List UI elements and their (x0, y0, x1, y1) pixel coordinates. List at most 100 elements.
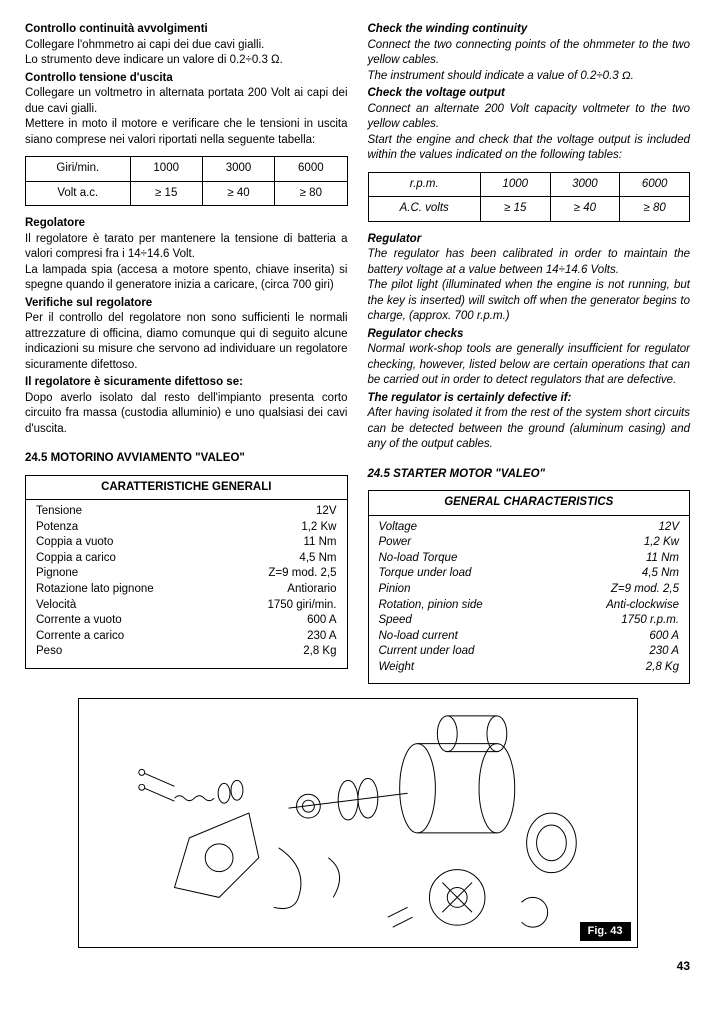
english-column: Check the winding continuity Connect the… (368, 20, 691, 684)
paragraph: The instrument should indicate a value o… (368, 69, 691, 85)
char-label: Pinion (379, 582, 411, 598)
char-label: Peso (36, 644, 62, 660)
paragraph: La lampada spia (accesa a motore spento,… (25, 263, 348, 294)
char-value: Antiorario (287, 582, 336, 598)
char-value: Anti-clockwise (606, 598, 679, 614)
table-cell: 1000 (480, 172, 550, 197)
table-cell: 3000 (550, 172, 620, 197)
characteristics-row: Potenza 1,2 Kw (36, 520, 337, 536)
paragraph: Normal work-shop tools are generally ins… (368, 342, 691, 389)
characteristics-row: Corrente a carico230 A (36, 629, 337, 645)
characteristics-row: Velocità1750 giri/min. (36, 598, 337, 614)
char-label: Corrente a vuoto (36, 613, 122, 629)
paragraph: Collegare un voltmetro in alternata port… (25, 86, 348, 117)
characteristics-row: Coppia a carico 4,5 Nm (36, 551, 337, 567)
paragraph: Start the engine and check that the volt… (368, 133, 691, 164)
exploded-diagram: Fig. 43 (78, 698, 638, 948)
page-number: 43 (25, 958, 690, 974)
characteristics-title: CARATTERISTICHE GENERALI (26, 476, 347, 501)
heading: Verifiche sul regolatore (25, 296, 348, 312)
characteristics-box: GENERAL CHARACTERISTICS Voltage 12V Power 1… (368, 490, 691, 684)
char-value: 2,8 Kg (646, 660, 679, 676)
heading: Check the voltage output (368, 86, 691, 102)
characteristics-row: Corrente a vuoto600 A (36, 613, 337, 629)
char-value: 1,2 Kw (644, 535, 679, 551)
table-cell: ≥ 40 (550, 197, 620, 222)
table-cell: ≥ 15 (130, 181, 202, 206)
table-cell: 3000 (202, 157, 274, 182)
char-value: Z=9 mod. 2,5 (611, 582, 679, 598)
char-label: Current under load (379, 644, 475, 660)
char-value: 12V (316, 504, 336, 520)
heading: Controllo continuità avvolgimenti (25, 22, 348, 38)
char-value: 230 A (649, 644, 679, 660)
char-value: 11 Nm (646, 551, 679, 567)
char-label: Corrente a carico (36, 629, 124, 645)
paragraph: After having isolated it from the rest o… (368, 406, 691, 453)
paragraph: Connect the two connecting points of the… (368, 38, 691, 69)
char-value: 1,2 Kw (301, 520, 336, 536)
paragraph: Mettere in moto il motore e verificare c… (25, 117, 348, 148)
characteristics-row: Rotazione lato pignone Antiorario (36, 582, 337, 598)
char-label: Coppia a carico (36, 551, 116, 567)
char-label: Weight (379, 660, 415, 676)
characteristics-body: Tensione 12V Potenza 1,2 KwCoppia a vuoto11… (26, 500, 347, 667)
characteristics-row: No-load Torque11 Nm (379, 551, 680, 567)
voltage-table: Giri/min. 1000 3000 6000 Volt a.c. ≥ 15 … (25, 156, 348, 206)
char-value: 4,5 Nm (642, 566, 679, 582)
char-label: Rotazione lato pignone (36, 582, 154, 598)
characteristics-title: GENERAL CHARACTERISTICS (369, 491, 690, 516)
char-label: Potenza (36, 520, 78, 536)
heading: The regulator is certainly defective if: (368, 391, 691, 407)
characteristics-row: Pinion Z=9 mod. 2,5 (379, 582, 680, 598)
heading: Regolatore (25, 216, 348, 232)
starter-motor-illustration (79, 699, 637, 947)
char-label: Pignone (36, 566, 78, 582)
char-label: Velocità (36, 598, 76, 614)
characteristics-row: Torque under load 4,5 Nm (379, 566, 680, 582)
heading: Controllo tensione d'uscita (25, 71, 348, 87)
paragraph: Connect an alternate 200 Volt capacity v… (368, 102, 691, 133)
characteristics-row: Rotation, pinion side Anti-clockwise (379, 598, 680, 614)
char-value: 12V (659, 520, 679, 536)
char-label: Coppia a vuoto (36, 535, 113, 551)
characteristics-row: Power 1,2 Kw (379, 535, 680, 551)
char-label: Rotation, pinion side (379, 598, 483, 614)
char-label: Tensione (36, 504, 82, 520)
char-label: Torque under load (379, 566, 472, 582)
char-value: 1750 r.p.m. (621, 613, 679, 629)
characteristics-body: Voltage 12V Power 1,2 KwNo-load Torque11 Nm… (369, 516, 690, 683)
characteristics-row: Pignone Z=9 mod. 2,5 (36, 566, 337, 582)
char-label: Power (379, 535, 412, 551)
paragraph: Il regolatore è tarato per mantenere la … (25, 232, 348, 263)
figure-container: Fig. 43 (78, 698, 638, 948)
table-cell: Giri/min. (26, 157, 131, 182)
figure-label: Fig. 43 (580, 922, 631, 941)
char-value: 4,5 Nm (299, 551, 336, 567)
characteristics-row: Peso 2,8 Kg (36, 644, 337, 660)
table-cell: ≥ 80 (620, 197, 690, 222)
char-label: Speed (379, 613, 412, 629)
paragraph: Per il controllo del regolatore non sono… (25, 311, 348, 373)
table-cell: 6000 (620, 172, 690, 197)
characteristics-box: CARATTERISTICHE GENERALI Tensione12VPote… (25, 475, 348, 669)
paragraph: The regulator has been calibrated in ord… (368, 247, 691, 278)
table-cell: ≥ 15 (480, 197, 550, 222)
section-heading: 24.5 STARTER MOTOR "VALEO" (368, 467, 691, 483)
char-value: Z=9 mod. 2,5 (268, 566, 336, 582)
heading: Regulator (368, 232, 691, 248)
heading: Il regolatore è sicuramente difettoso se… (25, 375, 348, 391)
section-heading: 24.5 MOTORINO AVVIAMENTO "VALEO" (25, 451, 348, 467)
heading: Regulator checks (368, 327, 691, 343)
char-label: Voltage (379, 520, 418, 536)
characteristics-row: Tensione 12V (36, 504, 337, 520)
characteristics-row: Coppia a vuoto11 Nm (36, 535, 337, 551)
table-cell: r.p.m. (368, 172, 480, 197)
characteristics-row: Voltage 12V (379, 520, 680, 536)
paragraph: Lo strumento deve indicare un valore di … (25, 53, 348, 69)
char-value: 600 A (649, 629, 679, 645)
characteristics-row: Current under load 230 A (379, 644, 680, 660)
char-value: 2,8 Kg (303, 644, 336, 660)
characteristics-row: Weight 2,8 Kg (379, 660, 680, 676)
table-cell: 1000 (130, 157, 202, 182)
